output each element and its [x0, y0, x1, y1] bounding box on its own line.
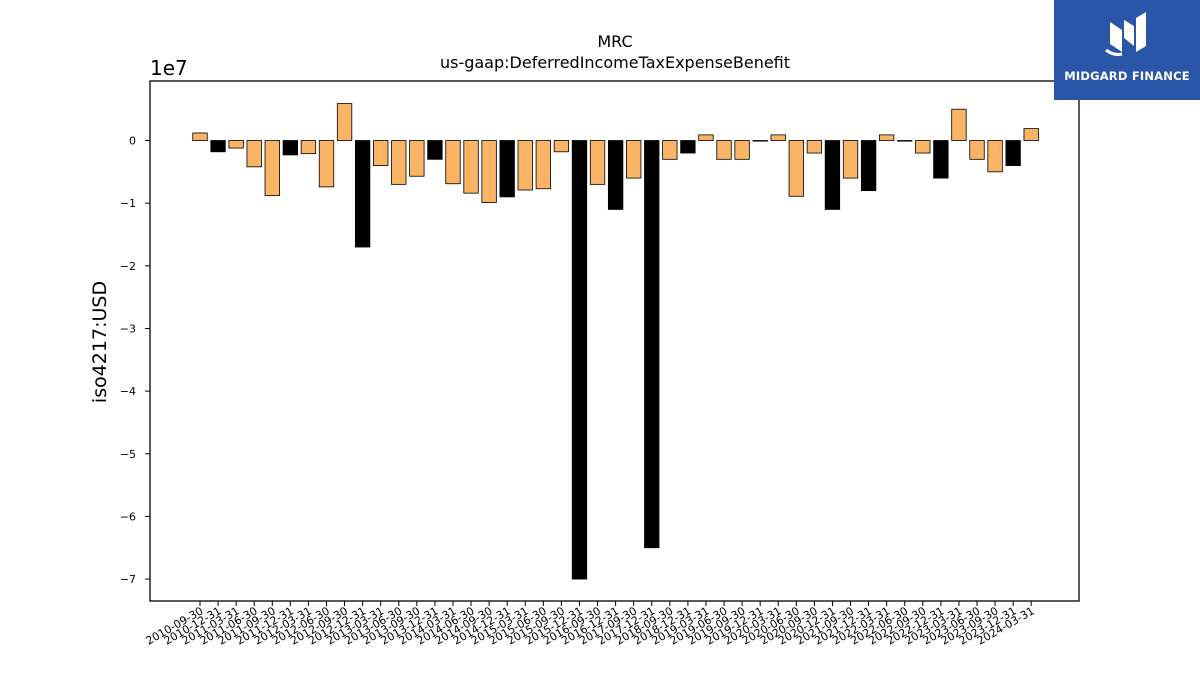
bar	[897, 140, 913, 142]
y-axis-label: iso4217:USD	[89, 281, 111, 403]
bar	[969, 140, 985, 160]
y-tick-label: 0	[129, 135, 136, 148]
bar	[282, 140, 299, 156]
y-tick-label: −3	[120, 322, 136, 335]
bar	[499, 140, 515, 198]
bar	[228, 140, 244, 149]
bar	[734, 140, 750, 160]
x-axis-ticks: 2010-09-302010-12-312011-03-312011-06-30…	[144, 601, 1037, 648]
bar	[535, 140, 551, 190]
bar	[300, 140, 317, 155]
bar	[662, 140, 678, 160]
bar	[1005, 140, 1021, 166]
bar	[879, 134, 895, 141]
brand-logo: MIDGARD FINANCE	[1054, 0, 1200, 100]
plot-area-frame	[149, 80, 1080, 602]
bar	[589, 140, 606, 185]
bar	[354, 140, 371, 248]
bar	[842, 140, 859, 179]
bar	[788, 140, 804, 197]
y-tick-label: −5	[120, 448, 136, 461]
bar	[445, 140, 461, 185]
bar	[607, 140, 624, 210]
y-tick-label: −1	[120, 197, 136, 210]
bar	[951, 108, 967, 141]
chart-title: MRC	[597, 32, 632, 51]
bar	[626, 140, 642, 179]
bar	[463, 140, 479, 194]
bar	[752, 140, 768, 142]
bar	[915, 140, 931, 154]
bar	[644, 140, 660, 549]
bar	[264, 140, 280, 197]
bar	[409, 140, 425, 177]
bar	[716, 140, 732, 160]
bar	[698, 134, 714, 141]
bar-series	[192, 103, 1039, 580]
bar	[571, 140, 588, 580]
y-axis-ticks: 0 −1 −2 −3 −4 −5 −6 −7	[120, 135, 150, 586]
bar	[210, 140, 226, 153]
bar	[824, 140, 841, 210]
bar	[336, 103, 353, 141]
bar	[987, 140, 1003, 173]
chart-subtitle: us-gaap:DeferredIncomeTaxExpenseBenefit	[440, 53, 790, 72]
bar	[553, 140, 570, 153]
bar	[860, 140, 877, 192]
bar	[806, 140, 823, 154]
y-tick-label: −7	[120, 573, 136, 586]
bar	[680, 140, 696, 154]
bar	[517, 140, 533, 191]
y-axis-offset-label: 1e7	[150, 56, 188, 80]
bar	[318, 140, 335, 188]
bar	[1023, 128, 1039, 141]
y-tick-label: −4	[120, 385, 136, 398]
bar	[192, 132, 208, 141]
bar	[427, 140, 443, 160]
bar	[391, 140, 407, 185]
midgard-logo-icon	[1105, 12, 1146, 56]
bar	[481, 140, 497, 203]
bar	[933, 140, 949, 179]
y-tick-label: −6	[120, 510, 136, 523]
bar	[246, 140, 262, 168]
brand-name: MIDGARD FINANCE	[1064, 69, 1190, 83]
bar	[373, 140, 389, 166]
bar	[770, 134, 786, 141]
y-tick-label: −2	[120, 260, 136, 273]
